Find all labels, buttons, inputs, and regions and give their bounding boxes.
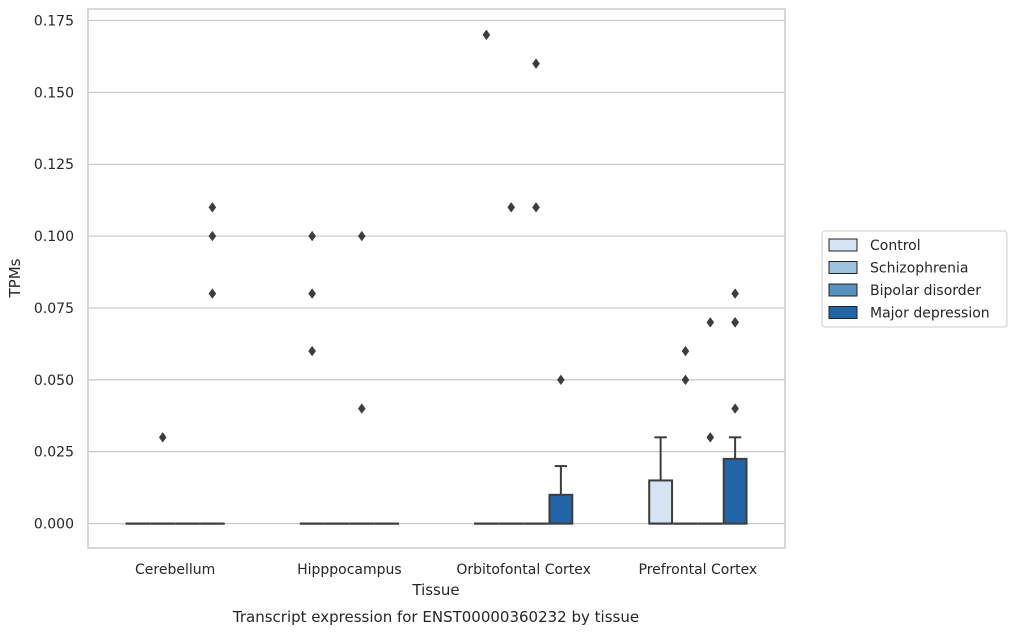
legend-label: Bipolar disorder [870, 283, 981, 299]
x-tick-label: Cerebellum [135, 562, 215, 578]
y-tick-label: 0.050 [34, 373, 74, 389]
outlier-point [706, 432, 715, 443]
outlier-point [507, 202, 516, 213]
x-tick-label: Hipppocampus [297, 562, 402, 578]
outlier-point [532, 202, 540, 213]
legend-swatch [828, 306, 858, 319]
legend: Control Schizophrenia Bipolar disorder Majo… [821, 230, 1008, 328]
outlier-point [532, 58, 540, 69]
legend-swatch [828, 261, 858, 274]
box [648, 479, 674, 525]
outlier-point [308, 345, 316, 357]
gridlines [88, 19, 785, 525]
y-axis-ticks: 0.000 0.025 0.050 0.075 0.100 0.125 0.150 0.175 [34, 13, 74, 532]
plot-area [87, 8, 786, 549]
y-tick-label: 0.150 [34, 85, 74, 101]
y-tick-label: 0.100 [34, 229, 74, 245]
legend-swatch [828, 238, 858, 252]
legend-label: Schizophrenia [870, 261, 968, 277]
outlier-point [681, 345, 690, 357]
boxes [125, 436, 748, 525]
y-tick-label: 0.000 [34, 517, 74, 533]
outlier-point [208, 202, 217, 213]
y-axis-label: TPMs [6, 258, 24, 298]
outlier-point [482, 29, 491, 41]
y-tick-label: 0.175 [34, 13, 74, 29]
box [722, 457, 748, 525]
outlier-point [357, 230, 366, 242]
legend-frame [821, 230, 1008, 328]
x-tick-label: Prefrontal Cortex [639, 562, 758, 578]
legend-label: Control [870, 238, 921, 254]
y-tick-label: 0.125 [34, 157, 74, 173]
chart-title: Transcript expression for ENST0000036023… [232, 608, 639, 626]
outlier-point [706, 317, 715, 328]
box [548, 493, 574, 525]
outlier-points [158, 29, 739, 443]
y-tick-label: 0.025 [34, 445, 74, 461]
outlier-point [308, 288, 316, 299]
outlier-point [731, 288, 739, 299]
x-axis-label: Tissue [411, 581, 459, 599]
outlier-point [731, 403, 739, 414]
outlier-point [158, 432, 167, 443]
outlier-point [557, 374, 565, 386]
y-tick-label: 0.075 [34, 301, 74, 317]
legend-swatch [828, 283, 858, 297]
outlier-point [208, 288, 217, 299]
outlier-point [357, 403, 366, 414]
outlier-point [308, 230, 316, 242]
outlier-point [208, 230, 217, 242]
x-axis-ticks: Cerebellum Hipppocampus Orbitofontal Corte… [135, 562, 757, 578]
outlier-point [681, 374, 690, 386]
legend-label: Major depression [870, 306, 990, 322]
outlier-point [731, 317, 739, 328]
x-tick-label: Orbitofontal Cortex [456, 562, 591, 578]
